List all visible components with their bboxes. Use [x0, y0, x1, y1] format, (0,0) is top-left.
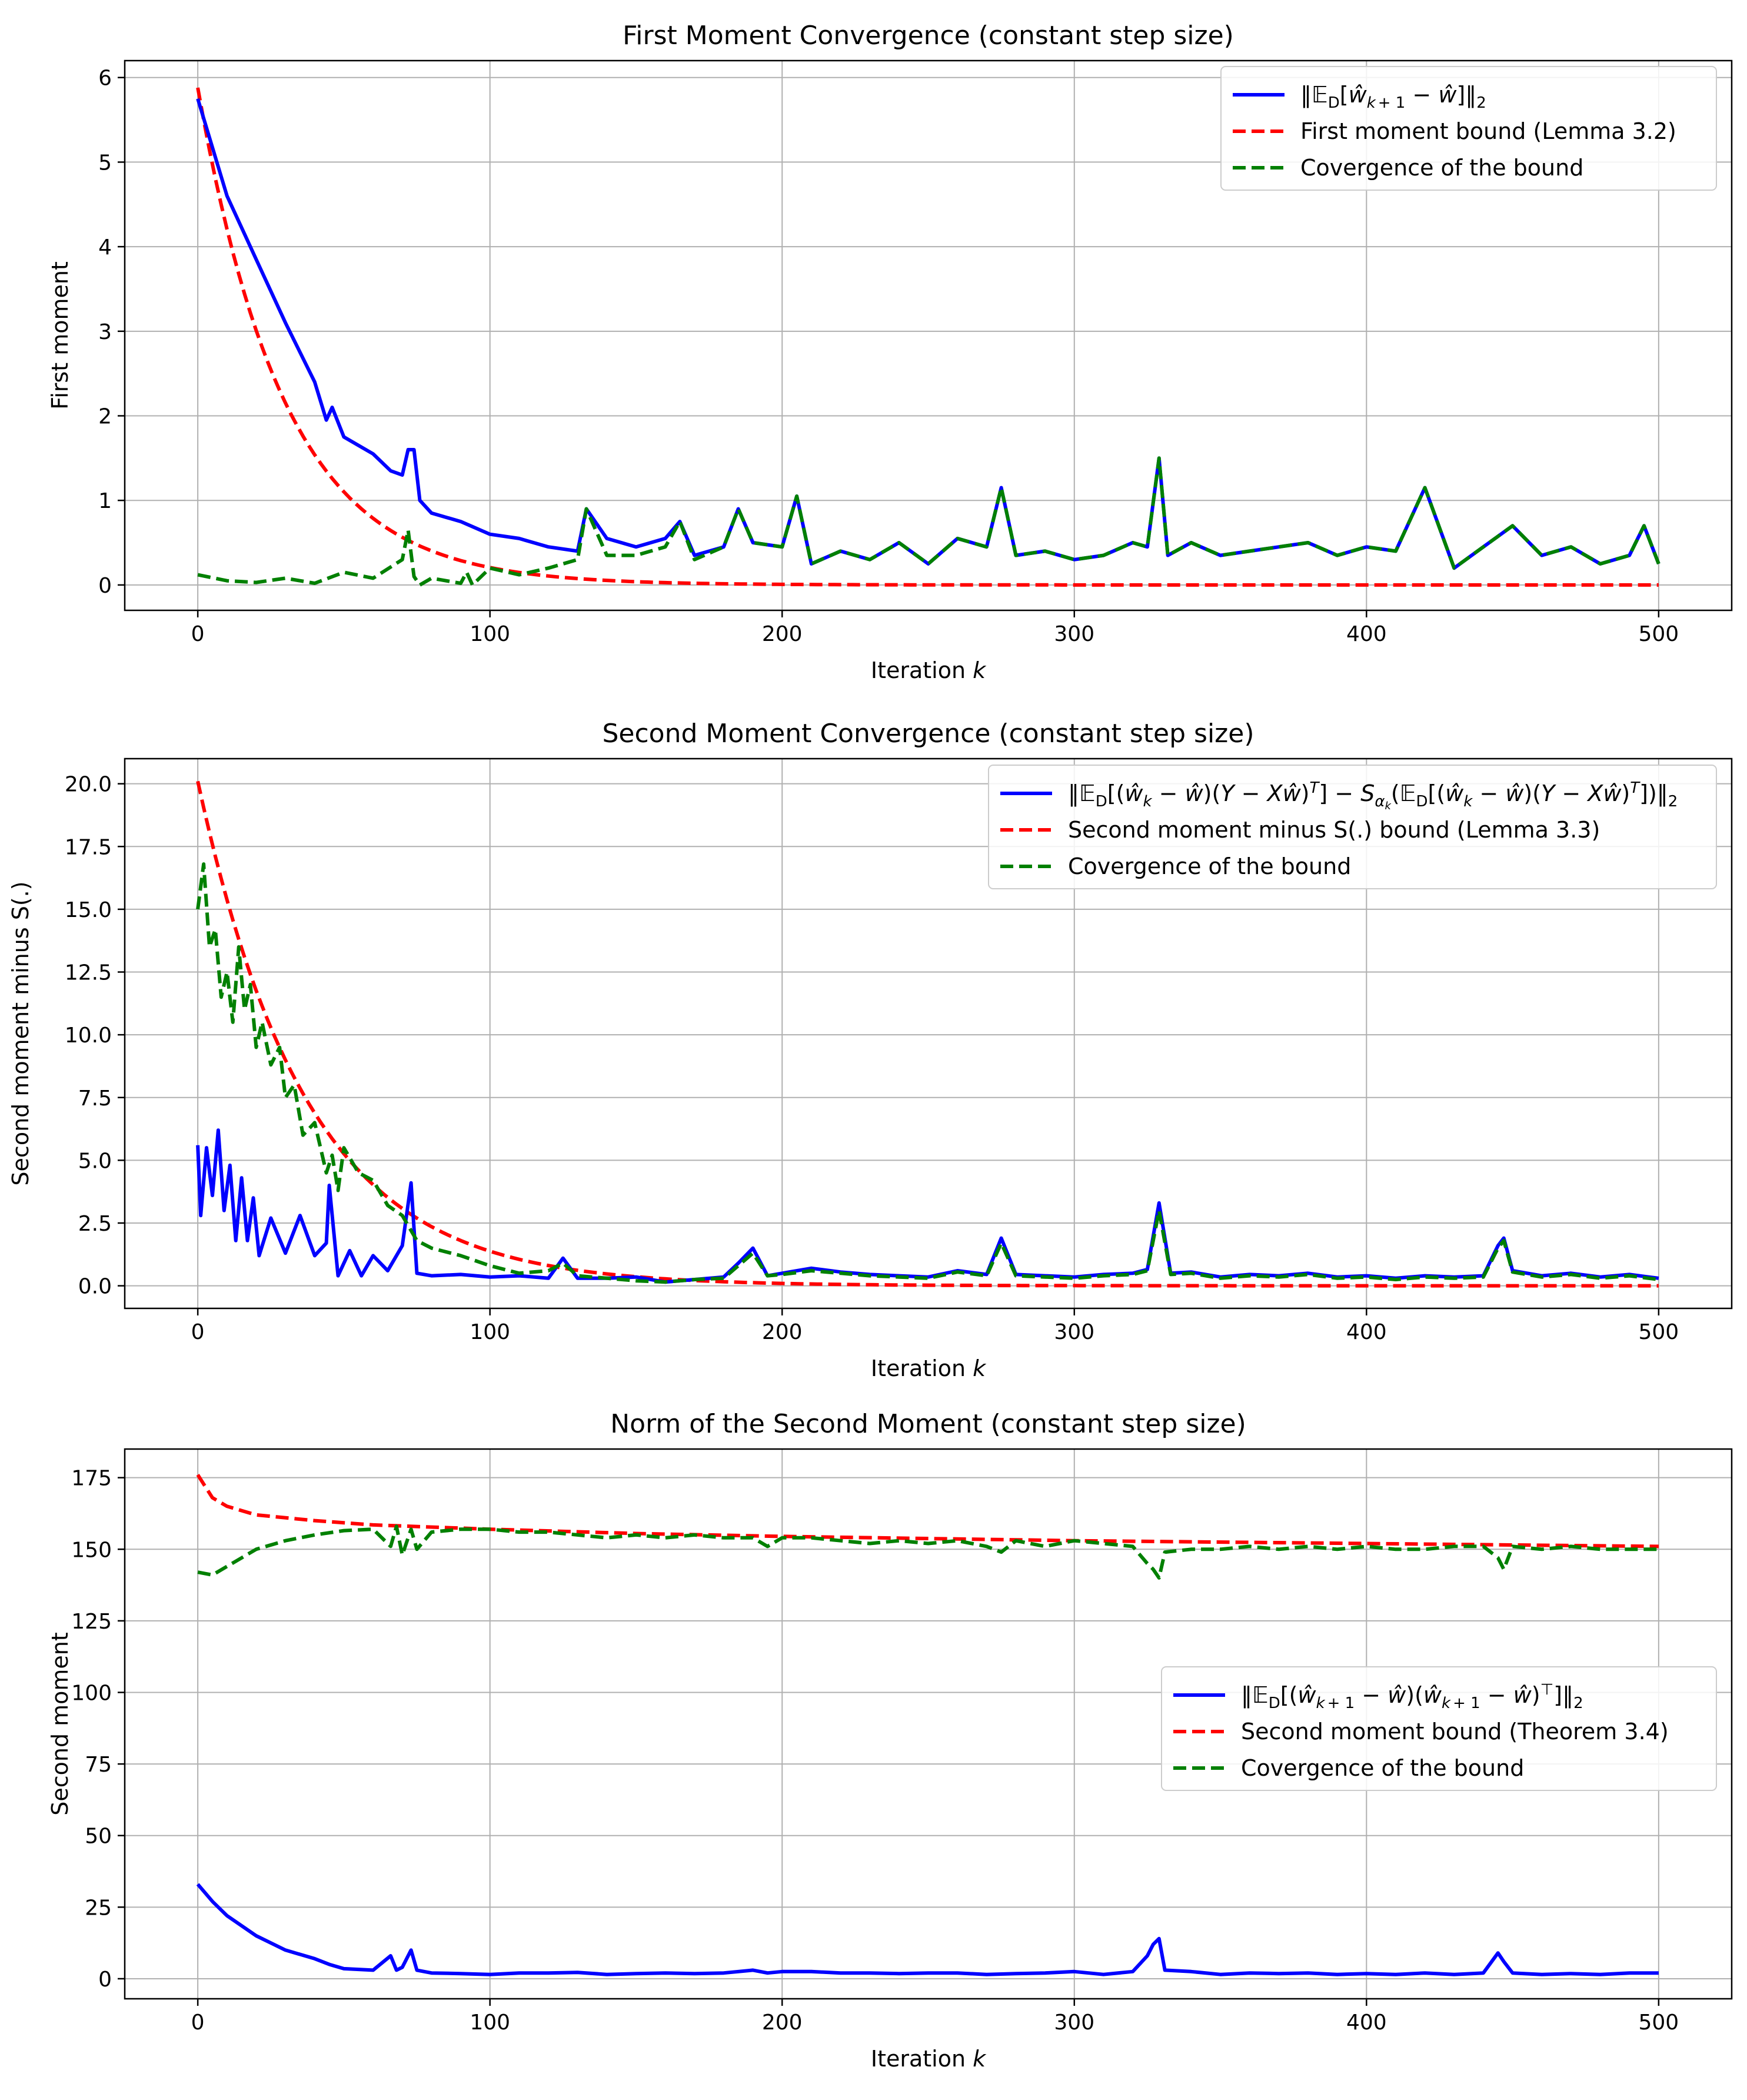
- y-tick-label: 12.5: [65, 961, 112, 985]
- legend-label: ‖𝔼D[ŵk + 1 − ŵ]‖2: [1300, 82, 1486, 112]
- legend-label: Covergence of the bound: [1300, 155, 1583, 181]
- legend-box: [988, 765, 1717, 889]
- second-moment-norm-plot: Norm of the Second Moment (constant step…: [47, 1409, 1733, 2072]
- x-axis-label: Iteration k: [871, 657, 987, 683]
- legend-label: Covergence of the bound: [1241, 1755, 1524, 1781]
- legend: ‖𝔼D[(ŵk + 1 − ŵ)(ŵk + 1 − ŵ)⊤]‖2 Second mom…: [1161, 1666, 1717, 1791]
- y-tick-label: 3: [98, 320, 112, 344]
- series-line-bound: [196, 87, 1659, 587]
- y-axis-label: First moment: [47, 261, 73, 410]
- x-tick-label: 300: [1054, 2011, 1094, 2035]
- y-tick-label: 0: [98, 574, 112, 598]
- y-tick-label: 0.0: [78, 1275, 112, 1299]
- legend-box: [1220, 66, 1717, 191]
- y-tick-label: 125: [71, 1610, 112, 1634]
- axes-frame: [124, 1448, 1733, 2000]
- y-tick-label: 7.5: [78, 1086, 112, 1111]
- series-line-bound-convergence: [197, 456, 1661, 587]
- plot-title: Norm of the Second Moment (constant step…: [610, 1409, 1246, 1439]
- x-tick-label: 400: [1346, 1320, 1387, 1344]
- y-tick-label: 2.5: [78, 1212, 112, 1236]
- y-axis-label: Second moment: [47, 1632, 73, 1816]
- y-tick-label: 2: [98, 405, 112, 429]
- y-tick-label: 6: [98, 67, 112, 91]
- x-tick-label: 0: [191, 622, 205, 646]
- x-tick-label: 400: [1346, 2011, 1387, 2035]
- axes-frame: [124, 59, 1733, 612]
- legend-label: ‖𝔼D[(ŵk + 1 − ŵ)(ŵk + 1 − ŵ)⊤]‖2: [1241, 1681, 1583, 1712]
- x-axis-label: Iteration k: [871, 1355, 987, 1381]
- second-moment-minus-s-plot: Second Moment Convergence (constant step…: [8, 719, 1733, 1381]
- x-tick-label: 400: [1346, 622, 1387, 646]
- legend-label: First moment bound (Lemma 3.2): [1300, 118, 1676, 144]
- series-line-measured: [196, 1128, 1659, 1284]
- x-tick-label: 200: [762, 622, 803, 646]
- legend-label: Second moment bound (Theorem 3.4): [1241, 1719, 1669, 1745]
- series-line-bound-convergence: [197, 1524, 1659, 1580]
- x-tick-label: 500: [1639, 1320, 1679, 1344]
- y-tick-label: 10.0: [65, 1024, 112, 1048]
- y-tick-label: 4: [98, 235, 112, 260]
- y-tick-label: 0: [98, 1968, 112, 1992]
- series-line-bound: [196, 1474, 1659, 1549]
- y-tick-label: 25: [85, 1896, 112, 1920]
- plot-title: Second Moment Convergence (constant step…: [602, 719, 1254, 749]
- x-tick-label: 100: [470, 1320, 510, 1344]
- legend: ‖𝔼D[ŵk + 1 − ŵ]‖2 First moment bound (Lemm…: [1220, 66, 1717, 191]
- y-tick-label: 75: [85, 1753, 112, 1777]
- legend-label: Second moment minus S(.) bound (Lemma 3.…: [1068, 817, 1600, 843]
- y-axis-label: Second moment minus S(.): [8, 881, 34, 1185]
- legend-box: [1161, 1666, 1717, 1791]
- y-tick-label: 150: [71, 1538, 112, 1562]
- y-tick-label: 17.5: [65, 835, 112, 859]
- first-moment-plot: First Moment Convergence (constant step …: [47, 21, 1733, 683]
- x-tick-label: 300: [1054, 622, 1094, 646]
- y-tick-label: 100: [71, 1681, 112, 1705]
- x-tick-label: 300: [1054, 1320, 1094, 1344]
- legend-label: Covergence of the bound: [1068, 853, 1351, 879]
- y-tick-label: 50: [85, 1825, 112, 1849]
- x-tick-label: 500: [1639, 2011, 1679, 2035]
- y-tick-label: 15.0: [65, 898, 112, 922]
- x-axis-label: Iteration k: [871, 2046, 987, 2072]
- y-tick-label: 20.0: [65, 773, 112, 797]
- legend: ‖𝔼D[(ŵk − ŵ)(Y − Xŵ)T] − Sαk(𝔼D[(ŵk − ŵ)…: [988, 765, 1717, 889]
- x-tick-label: 100: [470, 2011, 510, 2035]
- y-tick-label: 5.0: [78, 1149, 112, 1173]
- y-tick-label: 5: [98, 151, 112, 175]
- series-layer: [196, 1474, 1659, 1976]
- series-line-bound-convergence: [196, 862, 1659, 1284]
- series-line-bound: [196, 780, 1659, 1288]
- series-line-measured: [196, 1883, 1659, 1976]
- series-layer: [196, 780, 1659, 1288]
- plot-title: First Moment Convergence (constant step …: [623, 21, 1234, 51]
- x-tick-label: 100: [470, 622, 510, 646]
- x-tick-label: 0: [191, 1320, 205, 1344]
- series-layer: [196, 87, 1661, 587]
- y-tick-label: 1: [98, 489, 112, 513]
- x-tick-label: 200: [762, 1320, 803, 1344]
- y-tick-label: 175: [71, 1467, 112, 1491]
- x-tick-label: 0: [191, 2011, 205, 2035]
- grid: [125, 759, 1732, 1308]
- x-tick-label: 500: [1639, 622, 1679, 646]
- x-tick-label: 200: [762, 2011, 803, 2035]
- axes-frame: [124, 757, 1733, 1310]
